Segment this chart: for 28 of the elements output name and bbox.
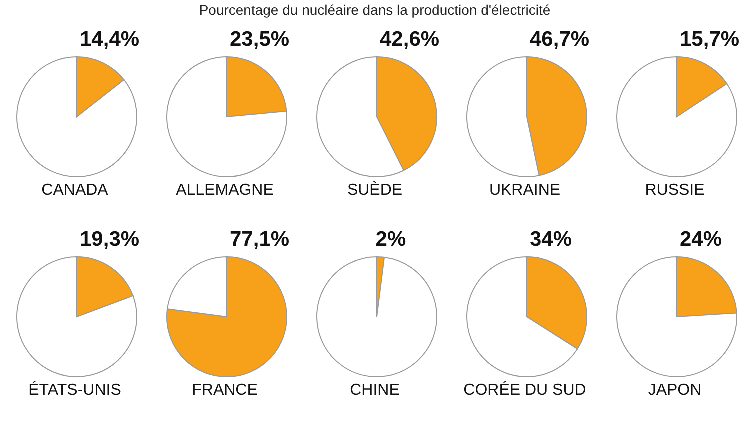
pie-slice — [166, 256, 288, 378]
text: RUSSIE — [644, 182, 706, 200]
pie-slice — [16, 256, 138, 378]
pie-slice — [16, 56, 138, 178]
data-label: 24% — [680, 228, 722, 252]
text: CHINE — [349, 382, 401, 400]
text: UKRAINE — [488, 182, 562, 200]
data-label: 46,7% — [530, 28, 590, 52]
text: CANADA — [40, 182, 110, 200]
data-label: 15,7% — [680, 28, 740, 52]
pie-slice — [166, 56, 288, 178]
text: SUÈDE — [346, 182, 404, 200]
text: CORÉE DU SUD — [462, 382, 588, 400]
text: ALLEMAGNE — [175, 182, 275, 200]
data-label: 19,3% — [80, 228, 140, 252]
text: Pourcentage du nucléaire dans la production d'électricité — [198, 2, 552, 18]
data-label: 34% — [530, 228, 572, 252]
pie-slice — [616, 56, 738, 178]
data-label: 2% — [376, 228, 406, 252]
pie-slice — [616, 256, 738, 378]
data-label: 77,1% — [230, 228, 290, 252]
text: ÉTATS-UNIS — [28, 382, 122, 400]
data-label: 42,6% — [380, 28, 440, 52]
text: JAPON — [647, 382, 703, 400]
pie-slice — [316, 256, 438, 378]
data-label: 23,5% — [230, 28, 290, 52]
text: FRANCE — [191, 382, 259, 400]
data-label: 14,4% — [80, 28, 140, 52]
